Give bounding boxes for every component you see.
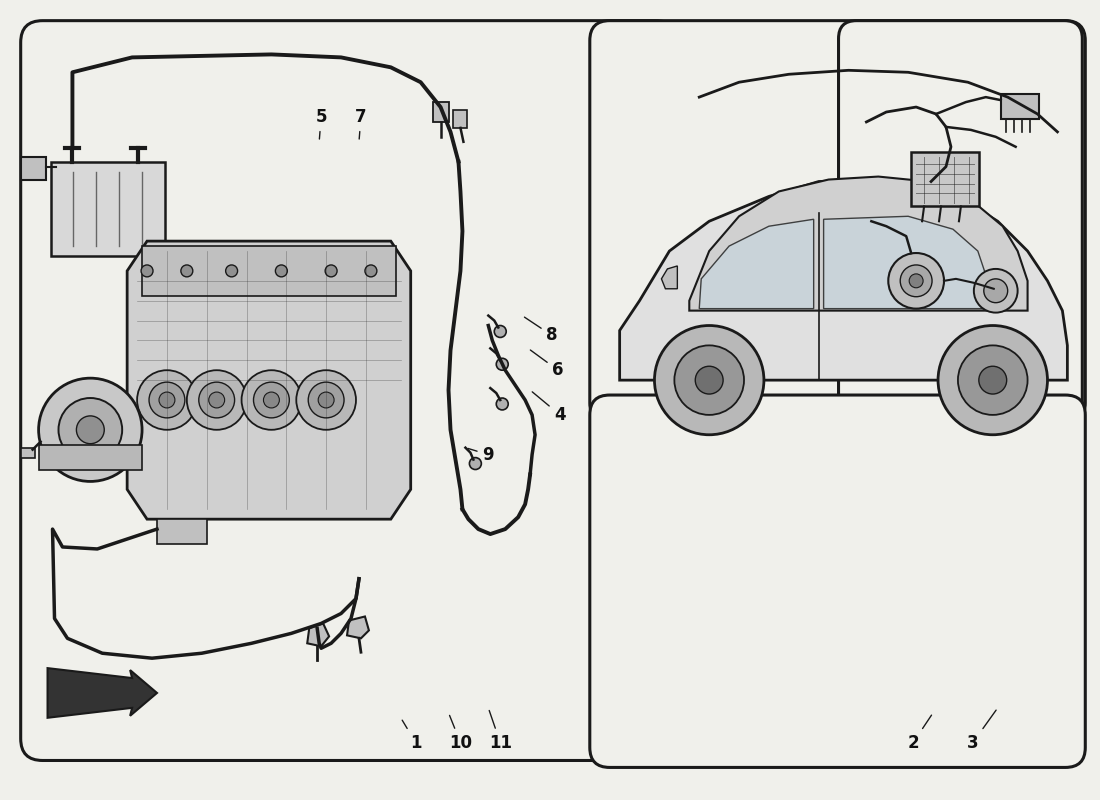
Circle shape [938, 326, 1047, 434]
Bar [453, 110, 468, 128]
Circle shape [275, 265, 287, 277]
Polygon shape [824, 216, 988, 309]
Polygon shape [128, 241, 410, 519]
Text: 5: 5 [316, 108, 327, 139]
Circle shape [326, 265, 337, 277]
Circle shape [264, 392, 279, 408]
Circle shape [979, 366, 1006, 394]
Polygon shape [690, 177, 1027, 310]
Circle shape [494, 326, 506, 338]
Circle shape [889, 253, 944, 309]
Circle shape [974, 269, 1018, 313]
Circle shape [180, 265, 192, 277]
Circle shape [160, 392, 175, 408]
Circle shape [39, 378, 142, 482]
Circle shape [496, 358, 508, 370]
Circle shape [76, 416, 104, 444]
Polygon shape [661, 266, 678, 289]
Circle shape [674, 346, 744, 415]
Circle shape [253, 382, 289, 418]
Circle shape [58, 398, 122, 462]
Circle shape [958, 346, 1027, 415]
Bar [21, 448, 34, 458]
Polygon shape [157, 519, 207, 544]
Circle shape [138, 370, 197, 430]
Text: 8: 8 [525, 317, 558, 345]
Circle shape [199, 382, 234, 418]
Circle shape [695, 366, 723, 394]
Polygon shape [346, 617, 368, 638]
FancyBboxPatch shape [21, 21, 678, 761]
Bar [911, 152, 979, 206]
Text: 2: 2 [908, 715, 932, 752]
Text: 3: 3 [967, 710, 997, 752]
FancyBboxPatch shape [590, 395, 1086, 767]
Text: 11: 11 [488, 710, 512, 752]
Text: 6: 6 [530, 350, 563, 379]
FancyBboxPatch shape [590, 21, 1086, 423]
Circle shape [910, 274, 923, 288]
Circle shape [654, 326, 763, 434]
Text: 7: 7 [355, 108, 366, 139]
FancyBboxPatch shape [838, 21, 1082, 423]
Text: 1: 1 [403, 720, 421, 752]
Bar [1001, 94, 1038, 119]
Circle shape [308, 382, 344, 418]
Text: 10: 10 [449, 715, 472, 752]
Bar [39, 445, 142, 470]
Circle shape [470, 458, 482, 470]
Bar [51, 162, 165, 256]
Circle shape [226, 265, 238, 277]
Polygon shape [307, 623, 329, 646]
Polygon shape [700, 219, 814, 309]
Circle shape [242, 370, 301, 430]
Circle shape [209, 392, 224, 408]
Polygon shape [21, 157, 45, 179]
Circle shape [983, 279, 1008, 302]
Circle shape [296, 370, 356, 430]
Text: 9: 9 [469, 446, 494, 464]
Polygon shape [47, 668, 157, 718]
Text: 4: 4 [532, 392, 565, 424]
Circle shape [141, 265, 153, 277]
Circle shape [365, 265, 377, 277]
Circle shape [318, 392, 334, 408]
Circle shape [187, 370, 246, 430]
Bar [432, 102, 449, 122]
Circle shape [148, 382, 185, 418]
Circle shape [900, 265, 932, 297]
Polygon shape [142, 246, 396, 296]
Polygon shape [619, 179, 1067, 380]
Circle shape [496, 398, 508, 410]
